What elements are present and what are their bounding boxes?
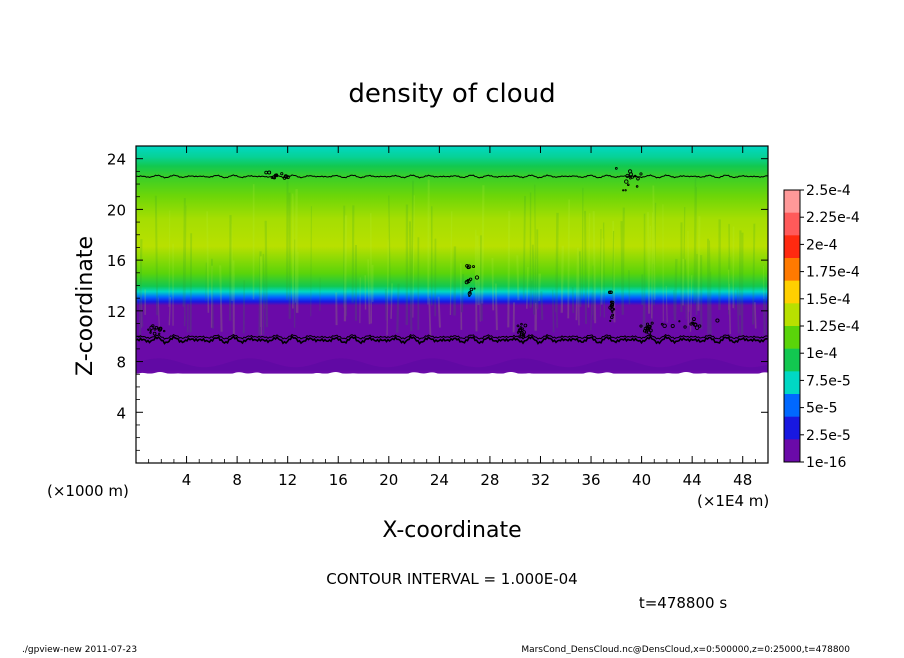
colorbar-swatch: [784, 190, 800, 213]
colorbar-label: 1e-4: [806, 346, 838, 362]
x-tick-label: 16: [329, 471, 348, 489]
x-tick-label: 40: [632, 471, 651, 489]
colorbar-label: 1e-16: [806, 455, 846, 471]
x-tick-label: 8: [232, 471, 242, 489]
y-tick-label: 24: [107, 151, 126, 169]
x-tick-label: 48: [733, 471, 752, 489]
x-axis-label: X-coordinate: [382, 518, 521, 543]
colorbar-swatch: [784, 258, 800, 281]
x-tick-label: 44: [683, 471, 702, 489]
colorbar-swatch: [784, 303, 800, 326]
colorbar-swatch: [784, 326, 800, 349]
x-unit-left: (×1000 m): [47, 482, 129, 500]
x-tick-label: 24: [430, 471, 449, 489]
colorbar-swatch: [784, 281, 800, 304]
y-tick-label: 4: [116, 404, 126, 422]
colorbar-label: 2e-4: [806, 237, 838, 253]
field-lower-edge: [136, 372, 768, 463]
footer-left: ./gpview-new 2011-07-23: [22, 645, 137, 654]
colorbar-label: 1.5e-4: [806, 292, 851, 308]
colorbar-swatch: [784, 235, 800, 258]
x-tick-label: 36: [581, 471, 600, 489]
y-tick-label: 16: [107, 252, 126, 270]
colorbar-swatch: [784, 349, 800, 372]
chart-title: density of cloud: [348, 79, 555, 109]
x-tick-label: 4: [182, 471, 192, 489]
x-tick-label: 28: [480, 471, 499, 489]
colorbar-label: 7.5e-5: [806, 373, 851, 389]
colorbar-swatch: [784, 371, 800, 394]
colorbar-label: 5e-5: [806, 401, 837, 417]
time-label: t=478800 s: [639, 594, 727, 612]
x-tick-label: 12: [278, 471, 297, 489]
footer-right: MarsCond_DensCloud.nc@DensCloud,x=0:5000…: [521, 645, 850, 654]
y-tick-label: 20: [107, 201, 126, 219]
plot-area: [135, 146, 768, 463]
y-tick-label: 12: [107, 303, 126, 321]
y-axis-label: Z-coordinate: [73, 236, 98, 376]
y-tick-label: 8: [116, 354, 126, 372]
x-tick-label: 32: [531, 471, 550, 489]
colorbar-label: 1.25e-4: [806, 319, 860, 335]
colorbar-label: 2.25e-4: [806, 210, 860, 226]
colorbar-swatch: [784, 417, 800, 440]
colorbar: 2.5e-4 2.25e-4 2e-4 1.75e-4 1.5e-4 1.25e-4 1e-…: [784, 183, 860, 471]
x-tick-label: 20: [379, 471, 398, 489]
x-unit-right: (×1E4 m): [697, 492, 769, 510]
colorbar-swatch: [784, 213, 800, 236]
colorbar-label: 2.5e-5: [806, 428, 851, 444]
colorbar-swatch: [784, 394, 800, 417]
colorbar-swatch: [784, 439, 800, 462]
contour-interval-label: CONTOUR INTERVAL = 1.000E-04: [326, 570, 577, 588]
colorbar-label: 2.5e-4: [806, 183, 851, 199]
colorbar-label: 1.75e-4: [806, 265, 860, 281]
